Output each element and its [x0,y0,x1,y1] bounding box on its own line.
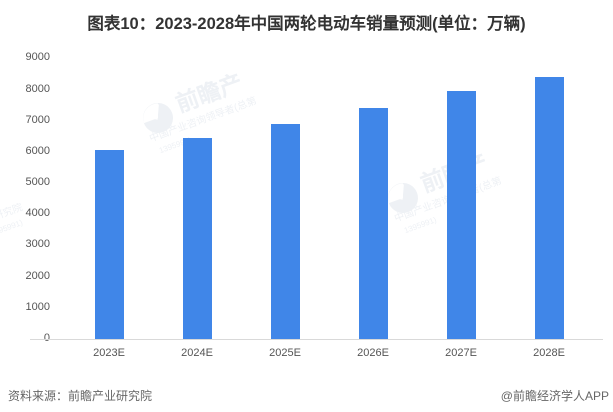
svg-text:95991): 95991) [0,218,24,235]
